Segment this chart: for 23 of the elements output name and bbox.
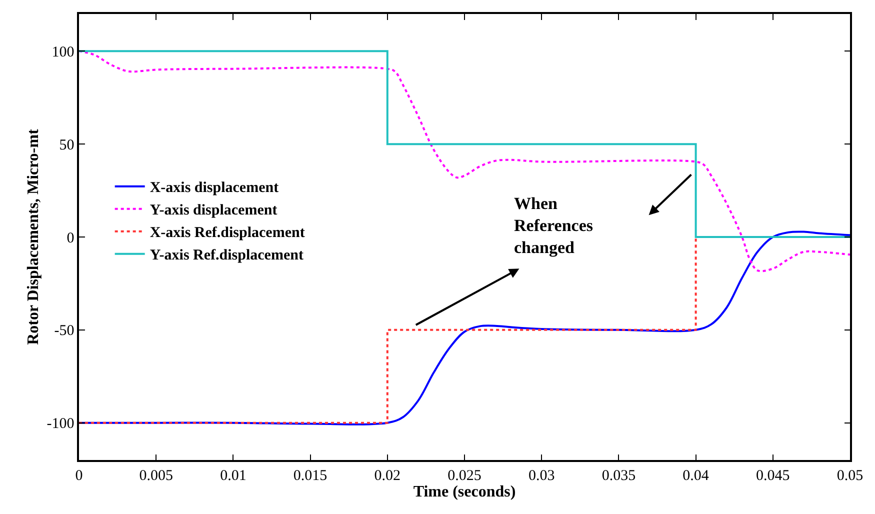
y-tick-label: -50 (54, 323, 74, 340)
x-tick-label: 0.015 (293, 468, 328, 484)
line-series (79, 50, 850, 272)
legend-label: X-axis Ref.displacement (150, 225, 305, 242)
x-tick-label: 0.03 (528, 468, 555, 484)
x-tick-label: 0.05 (836, 468, 864, 484)
y-tick-label: -100 (46, 416, 74, 432)
legend-label: Y-axis displacement (150, 202, 278, 219)
y-axis-title: Rotor Displacements, Micro-mt (25, 128, 42, 345)
y-tick-label: 0 (66, 230, 74, 246)
x-tick-label: 0.02 (374, 468, 401, 484)
x-axis-title: Time (seconds) (413, 484, 516, 501)
x-tick-label: 0.045 (756, 468, 790, 484)
y-tick-label: 100 (52, 44, 74, 60)
annotation: When References changed (514, 194, 594, 258)
x-tick-label: 0.035 (602, 468, 636, 484)
x-tick-label: 0.01 (220, 468, 246, 484)
legend-label: X-axis displacement (150, 180, 279, 196)
x-tick-label: 0.04 (682, 468, 710, 484)
x-tick-label: 0.005 (139, 468, 173, 484)
y-tick-label: 50 (59, 137, 74, 154)
legend-label: Y-axis Ref.displacement (150, 248, 304, 264)
x-tick-label: 0.025 (448, 468, 482, 484)
